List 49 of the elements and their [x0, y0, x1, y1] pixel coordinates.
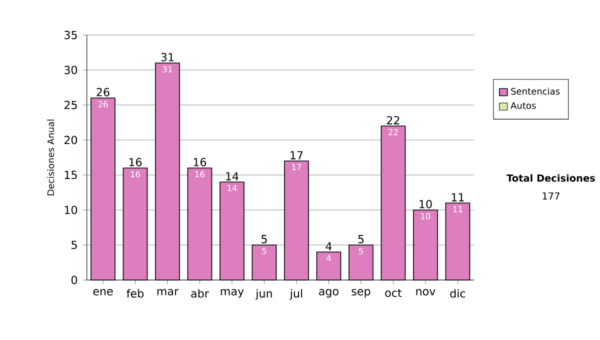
data-label: 31 — [162, 66, 172, 72]
total-label: 31 — [161, 52, 174, 62]
x-tick-label: may — [220, 289, 244, 298]
y-axis-title: Decisiones Anual — [47, 120, 54, 196]
y-tick-label: 25 — [64, 100, 77, 110]
total-label: 16 — [194, 158, 206, 166]
total-label: 26 — [96, 88, 110, 96]
y-tick-label: 0 — [71, 276, 78, 284]
legend-label: Sentencias — [511, 88, 560, 95]
total-label: 5 — [358, 235, 364, 244]
legend-label: Autos — [510, 102, 536, 109]
x-tick-label: nov — [416, 289, 436, 296]
x-tick-label: oct — [385, 289, 402, 298]
data-label: 4 — [326, 255, 331, 262]
y-tick-label: 35 — [64, 30, 77, 40]
data-label: 22 — [388, 129, 398, 136]
text: Total Decisiones — [506, 174, 595, 182]
data-label: 14 — [228, 185, 237, 192]
total-label: 5 — [262, 235, 267, 244]
total-label: 22 — [386, 116, 400, 124]
data-label: 5 — [358, 248, 363, 254]
total-label: 16 — [129, 158, 142, 166]
data-label: 5 — [262, 248, 266, 254]
x-tick-label: ene — [93, 289, 113, 296]
y-tick-label: 5 — [72, 240, 77, 250]
y-tick-label: 20 — [64, 136, 78, 144]
total-label: 17 — [290, 151, 303, 160]
total-label: 11 — [452, 193, 464, 202]
data-label: 10 — [421, 213, 430, 220]
total-label: 14 — [226, 172, 238, 180]
x-tick-label: dic — [450, 289, 466, 298]
data-label: 26 — [98, 101, 108, 108]
y-tick-label: 10 — [64, 206, 78, 214]
x-tick-label: mar — [157, 289, 179, 296]
x-tick-label: jun — [255, 289, 272, 300]
data-label: 11 — [453, 206, 462, 212]
data-label: 16 — [195, 171, 205, 178]
x-tick-label: feb — [126, 289, 144, 298]
x-tick-label: abr — [191, 289, 209, 298]
y-tick-label: 30 — [64, 66, 78, 74]
data-label: 16 — [130, 171, 140, 178]
total-label: 4 — [326, 242, 332, 250]
data-label: 17 — [292, 164, 302, 170]
x-tick-label: sep — [352, 289, 370, 298]
y-tick-label: 15 — [64, 170, 77, 180]
x-tick-label: jul — [290, 289, 302, 300]
x-tick-label: ago — [319, 289, 338, 298]
text: 177 — [542, 192, 560, 200]
total-label: 10 — [420, 200, 432, 208]
